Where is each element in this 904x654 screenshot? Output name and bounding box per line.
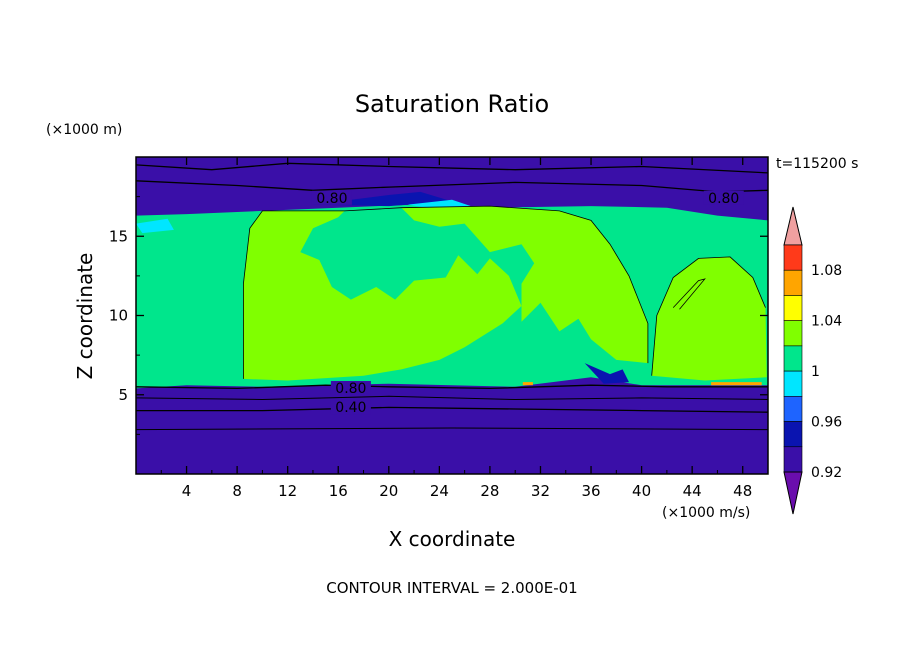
contour-lines [136, 162, 768, 431]
contour-label: 0.80 [316, 191, 347, 207]
x-tick-label: 48 [733, 482, 752, 500]
colorbar-tick-label: 0.96 [811, 415, 842, 431]
colorbar-segment [783, 421, 803, 448]
upper-cyan-streak [407, 199, 471, 208]
saturated-region-east [651, 256, 767, 381]
y-tick-label: 15 [109, 227, 128, 245]
contour-top [136, 162, 768, 174]
contour-label: 0.80 [708, 191, 739, 207]
chart-title: Saturation Ratio [355, 90, 549, 118]
contour-lower-080 [136, 384, 768, 390]
x-axis-label: X coordinate [389, 527, 516, 551]
y-axis-ticks: 5 10 15 [109, 196, 768, 435]
contour-cloud-edge [243, 205, 649, 379]
contour-interval-footer: CONTOUR INTERVAL = 2.000E-01 [326, 579, 577, 597]
colorbar: 0.92 0.96 1 1.04 1.08 [783, 206, 842, 515]
contour-020 [136, 427, 768, 431]
saturated-region-west [243, 210, 522, 381]
x-tick-label: 40 [632, 482, 651, 500]
x-tick-label: 28 [480, 482, 499, 500]
saturation-field [136, 157, 768, 474]
contour-label-bg [330, 400, 371, 415]
x-tick-label: 12 [278, 482, 297, 500]
y-axis-label: Z coordinate [73, 253, 97, 380]
contour-lower-040 [136, 406, 768, 413]
lower-blue-patch [584, 363, 629, 384]
y-tick-label: 10 [109, 307, 128, 325]
contour-label-bg [703, 190, 744, 205]
colorbar-segment [783, 446, 803, 473]
colorbar-segment [783, 244, 803, 271]
y-unit-label: (×1000 m) [46, 122, 122, 138]
time-label: t=115200 s [776, 156, 858, 172]
colorbar-segment [783, 320, 803, 347]
x-tick-label: 16 [329, 482, 348, 500]
x-tick-label: 20 [379, 482, 398, 500]
contour-east-inner [672, 278, 706, 310]
west-cyan-patch [136, 218, 174, 234]
saturated-region-center [401, 206, 648, 364]
colorbar-tick-label: 1.08 [811, 263, 842, 279]
supersat-spot-a [522, 382, 533, 386]
colorbar-tick-label: 1 [811, 364, 820, 380]
x-axis-ticks: 4 8 12 16 20 24 28 32 36 40 44 48 [160, 157, 752, 500]
colorbar-over-triangle [783, 206, 803, 246]
colorbar-tick-label: 1.04 [811, 314, 842, 330]
colorbar-segment [783, 370, 803, 397]
contour-label-bg [330, 380, 371, 395]
x-tick-label: 24 [430, 482, 449, 500]
x-tick-label: 44 [683, 482, 702, 500]
y-tick-label: 5 [118, 386, 128, 404]
x-unit-label: (×1000 m/s) [662, 505, 750, 521]
colorbar-tick-label: 0.92 [811, 465, 842, 481]
supersat-spot-b [711, 382, 762, 386]
colorbar-segment [783, 295, 803, 321]
contour-east-cell [651, 256, 766, 376]
colorbar-under-triangle [783, 471, 803, 515]
contour-labels: 0.80 0.80 0.80 0.40 [311, 190, 744, 416]
colorbar-segment [783, 396, 803, 422]
x-tick-label: 32 [531, 482, 550, 500]
contour-label-bg [311, 190, 352, 205]
colorbar-segment [783, 345, 803, 372]
x-tick-label: 4 [182, 482, 192, 500]
contour-label: 0.40 [335, 400, 366, 416]
x-tick-label: 8 [232, 482, 242, 500]
contour-060 [136, 395, 768, 401]
colorbar-segment [783, 269, 803, 296]
x-tick-label: 36 [581, 482, 600, 500]
contour-label: 0.80 [335, 381, 366, 397]
